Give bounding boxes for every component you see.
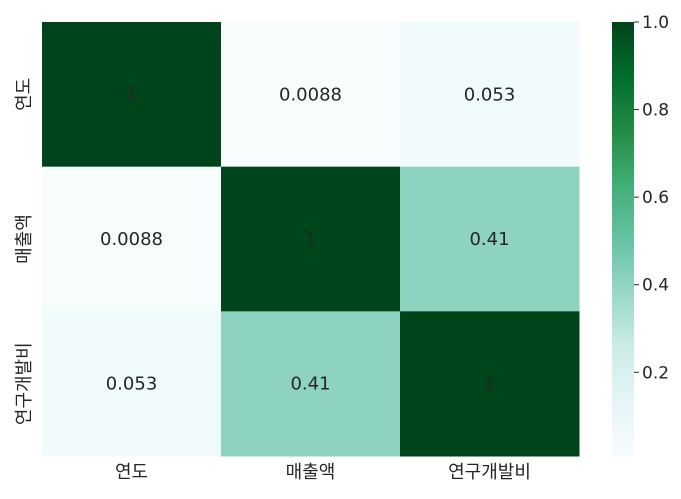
cell-annotation: 0.0088 [279, 84, 342, 105]
heatmap-cell [42, 166, 222, 312]
cell-annotation: 0.053 [106, 374, 158, 395]
colorbar-tick-label: 1.0 [642, 13, 669, 33]
heatmap-cell [221, 166, 401, 312]
x-tick-label: 연구개발비 [448, 462, 531, 483]
heatmap-cell [221, 311, 401, 457]
cell-annotation: 0.41 [469, 229, 509, 250]
x-tick-label: 매출액 [286, 462, 336, 483]
heatmap-cell [400, 166, 580, 312]
heatmap-cell [42, 22, 222, 168]
y-tick-label: 연구개발비 [14, 342, 35, 425]
colorbar: 0.2 0.4 0.6 0.8 1.0 [612, 13, 669, 456]
colorbar-ticks: 0.2 0.4 0.6 0.8 1.0 [634, 13, 669, 383]
heatmap-cell [42, 311, 222, 457]
cell-annotation: 0.41 [290, 374, 330, 395]
colorbar-tick-label: 0.4 [642, 276, 669, 296]
cell-annotation: 0.053 [464, 84, 516, 105]
colorbar-tick-label: 0.8 [642, 101, 669, 121]
colorbar-gradient [612, 22, 634, 456]
colorbar-tick-label: 0.6 [642, 188, 669, 208]
heatmap-cells: 1 0.0088 0.053 0.0088 1 0.41 0.053 0.41 1 [42, 22, 580, 457]
x-tick-label: 연도 [115, 462, 148, 483]
colorbar-tick-label: 0.2 [642, 363, 669, 383]
y-tick-label: 연도 [14, 78, 35, 111]
cell-annotation: 0.0088 [100, 229, 163, 250]
cell-annotation: 1 [484, 374, 495, 395]
heatmap-cell [400, 22, 580, 168]
y-tick-label: 매출액 [14, 214, 35, 264]
cell-annotation: 1 [126, 84, 137, 105]
heatmap-cell [221, 22, 401, 168]
cell-annotation: 1 [305, 229, 316, 250]
heatmap-cell [400, 311, 580, 457]
x-axis-tick-labels: 연도 매출액 연구개발비 [115, 462, 531, 483]
